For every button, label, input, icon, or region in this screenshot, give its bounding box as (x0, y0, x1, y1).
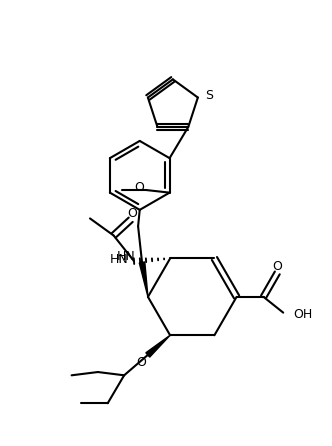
Polygon shape (146, 335, 170, 357)
Polygon shape (139, 262, 148, 297)
Text: O: O (127, 206, 137, 220)
Text: OH: OH (293, 308, 312, 321)
Text: S: S (205, 89, 213, 103)
Text: HN: HN (117, 250, 136, 263)
Text: O: O (134, 181, 144, 194)
Text: O: O (272, 260, 282, 273)
Text: HN: HN (110, 253, 128, 266)
Text: O: O (136, 355, 146, 369)
